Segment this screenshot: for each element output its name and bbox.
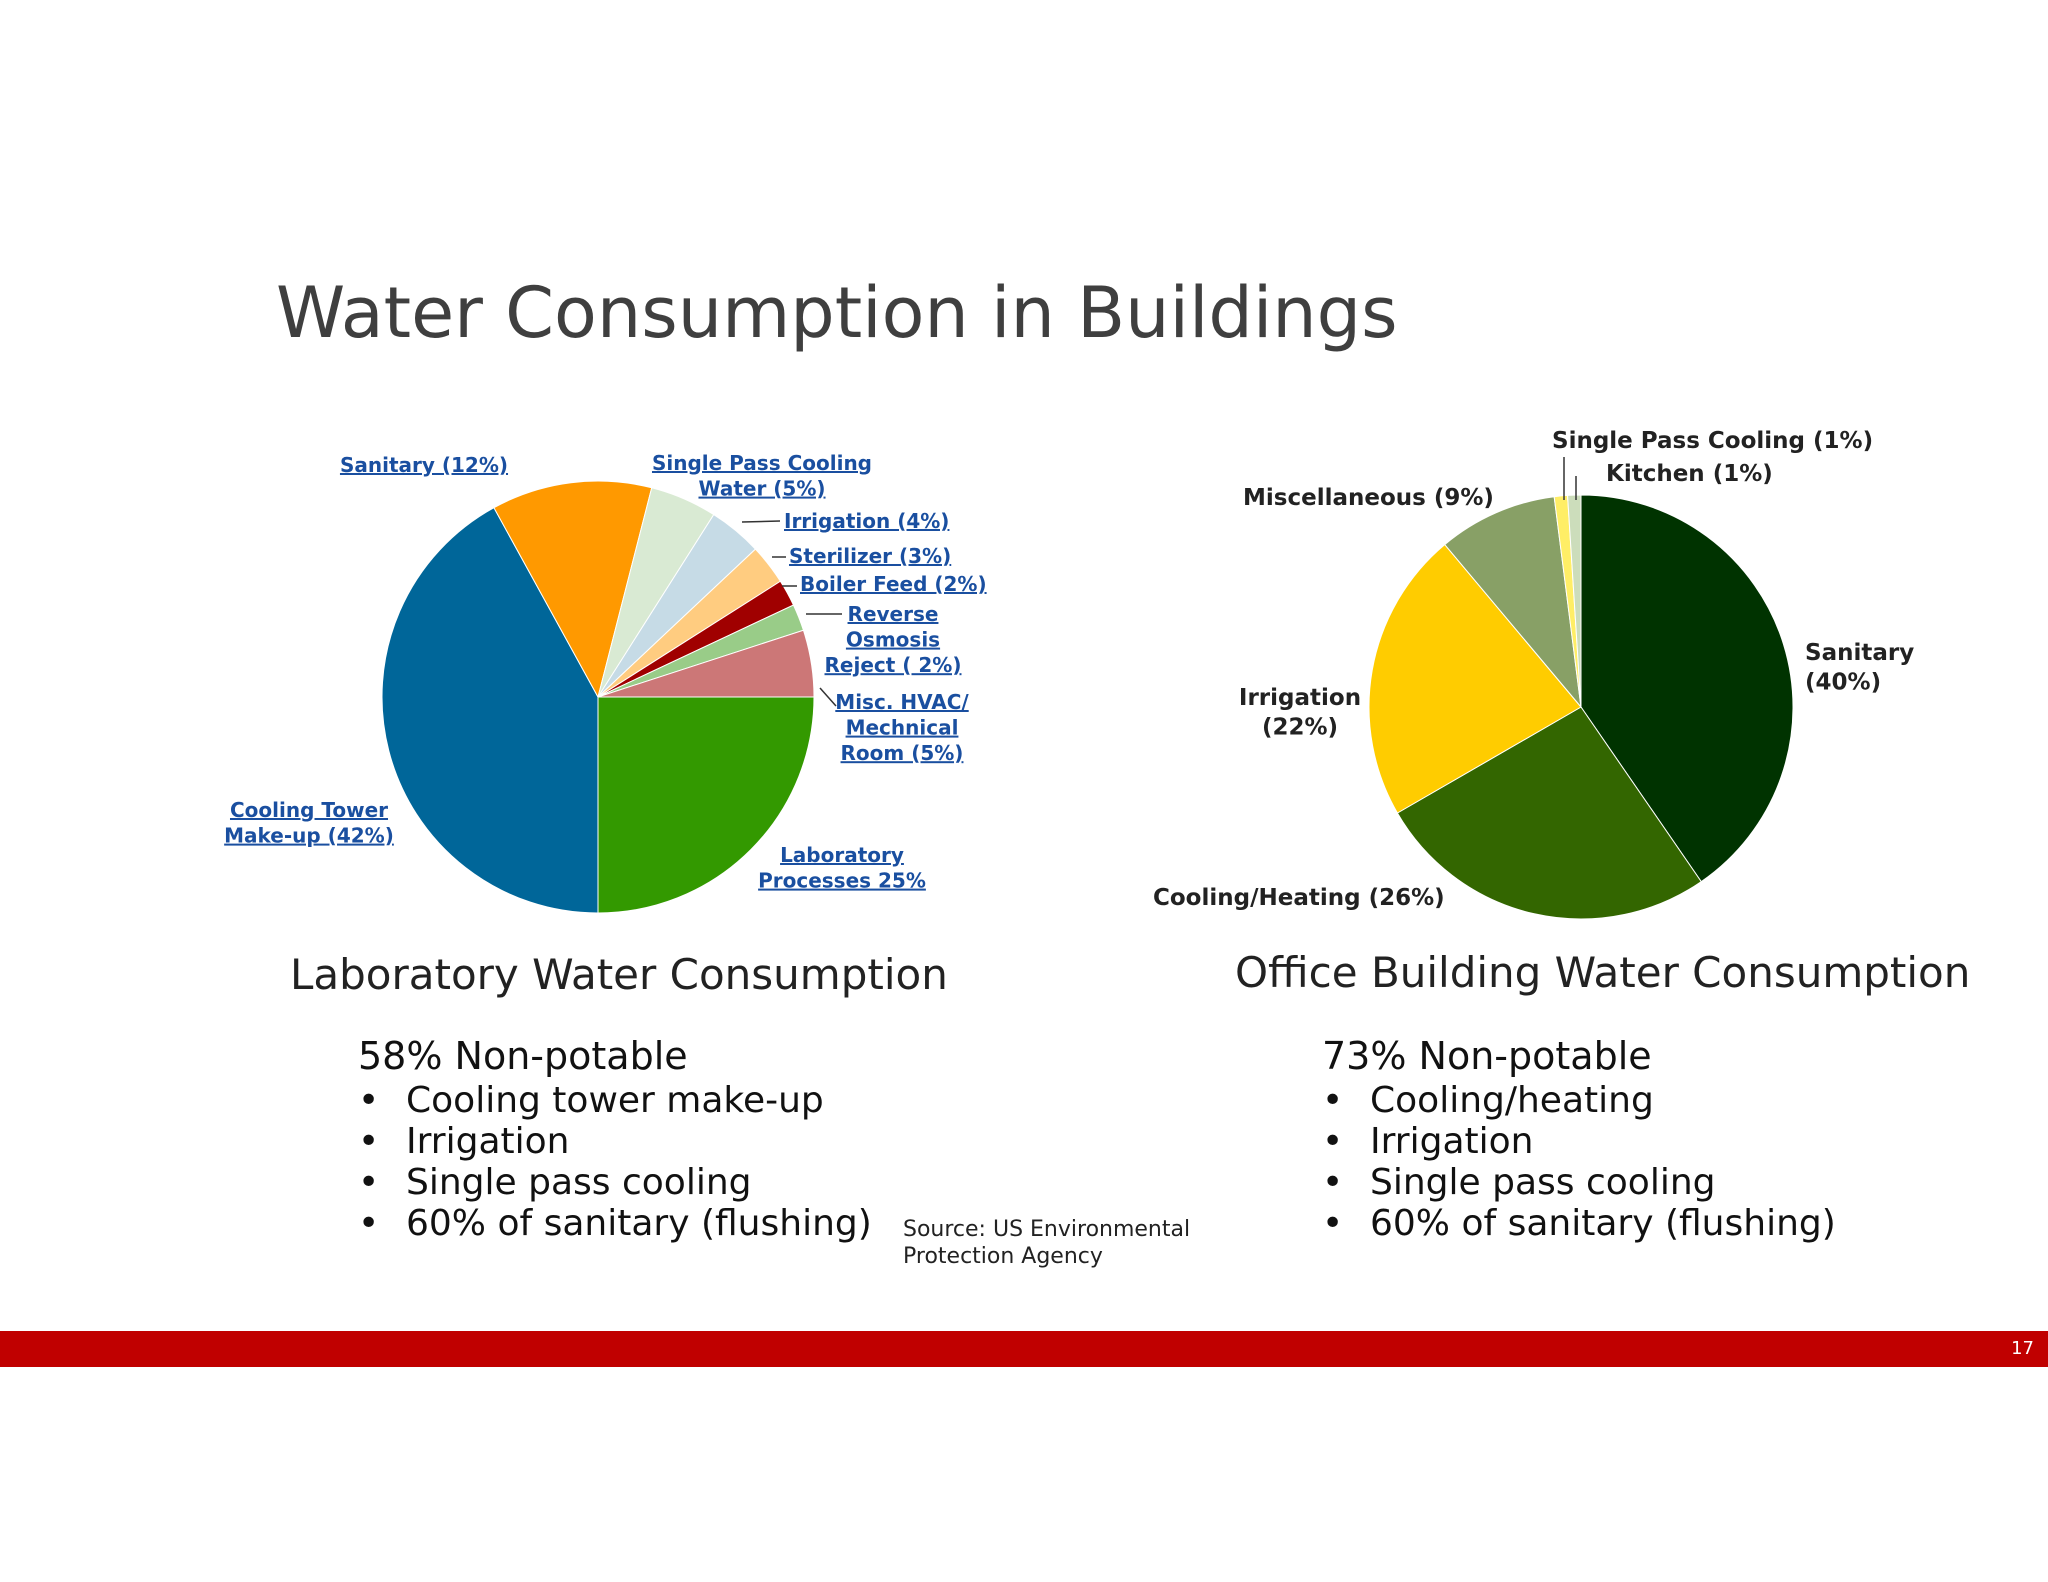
pie-label-cooling-heating-26: Cooling/Heating (26%) [1153,885,1445,911]
pie-label-sterilizer-3: Sterilizer (3%) [789,544,951,568]
office-bullet-list: Cooling/heating Irrigation Single pass c… [1322,1080,1836,1244]
lab-summary: 58% Non-potable [358,1034,688,1078]
footer-bar: 17 [0,1331,2048,1367]
office-summary-block: 73% Non-potable Cooling/heating Irrigati… [1322,1034,1836,1244]
pie-slice-cooling-tower-make-up-42 [381,507,599,914]
pie-label-cooling-tower-make-up-42: Cooling Tower Make-up (42%) [224,798,394,848]
lab-bullet: 60% of sanitary (flushing) [358,1203,872,1244]
office-chart-caption: Office Building Water Consumption [1235,948,1971,997]
pie-slice-laboratory-processes-25 [597,696,815,914]
pie-label-kitchen-1: Kitchen (1%) [1606,461,1773,487]
lab-chart-caption: Laboratory Water Consumption [290,950,948,999]
pie-label-miscellaneous-9: Miscellaneous (9%) [1243,485,1494,511]
pie-slice-sanitary-12 [493,480,653,699]
pie-label-sanitary-12: Sanitary (12%) [340,453,508,477]
page-number: 17 [2011,1338,2034,1359]
pie-label-boiler-feed-2: Boiler Feed (2%) [800,572,987,596]
pie-slice-kitchen-1 [1567,494,1582,708]
leader-line [741,520,781,523]
pie-slice-cooling-heating-26 [1396,706,1702,920]
office-summary: 73% Non-potable [1322,1034,1652,1078]
pie-slice-misc-hvac-mechnical-room-5 [597,629,815,698]
office-bullet: 60% of sanitary (flushing) [1322,1203,1836,1244]
pie-label-single-pass-cooling-1: Single Pass Cooling (1%) [1552,428,1873,454]
pie-slice-irrigation-22 [1368,543,1582,814]
slide-title: Water Consumption in Buildings [276,272,1398,354]
pie-slice-sanitary-40 [1580,494,1794,883]
office-bullet: Single pass cooling [1322,1162,1836,1203]
lab-bullet-list: Cooling tower make-up Irrigation Single … [358,1080,872,1244]
pie-label-misc-hvac-mechnical-room-5: Misc. HVAC/Mechnical Room (5%) [835,690,969,765]
pie-label-irrigation-22: Irrigation (22%) [1239,685,1361,740]
pie-label-sanitary-40: Sanitary (40%) [1805,640,1914,695]
leader-line [819,687,837,707]
lab-bullet: Cooling tower make-up [358,1080,872,1121]
pie-label-irrigation-4: Irrigation (4%) [784,509,949,533]
lab-bullet: Irrigation [358,1121,872,1162]
source-citation: Source: US Environmental Protection Agen… [903,1217,1191,1269]
office-bullet: Cooling/heating [1322,1080,1836,1121]
pie-label-reverse-osmosis-reject-2: Reverse Osmosis Reject ( 2%) [825,602,962,677]
office-bullet: Irrigation [1322,1121,1836,1162]
lab-summary-block: 58% Non-potable Cooling tower make-up Ir… [358,1034,872,1244]
pie-slice-miscellaneous-9 [1444,496,1582,709]
pie-label-laboratory-processes-25: Laboratory Processes 25% [758,843,926,893]
lab-bullet: Single pass cooling [358,1162,872,1203]
pie-label-single-pass-cooling-water-5: Single Pass Cooling Water (5%) [652,451,872,501]
